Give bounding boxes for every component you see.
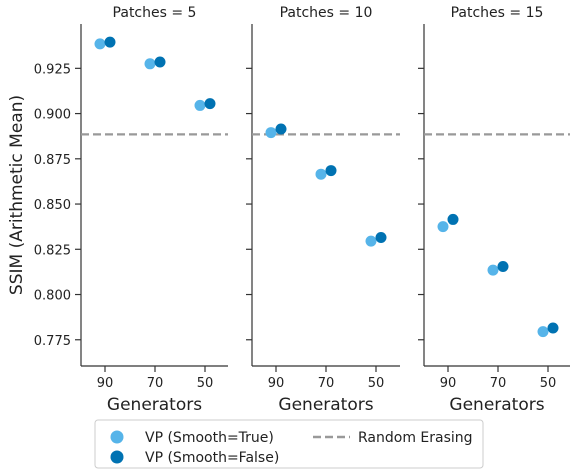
x-tick-label: 70 bbox=[318, 376, 335, 391]
point-smooth-false bbox=[275, 123, 287, 135]
point-smooth-true bbox=[265, 127, 277, 139]
y-tick-labels: 0.775 0.800 0.825 0.850 0.875 0.900 0.925 bbox=[34, 62, 71, 348]
legend-label: Random Erasing bbox=[358, 430, 473, 446]
point-smooth-false bbox=[447, 213, 459, 225]
x-tick-label: 70 bbox=[147, 376, 164, 391]
point-smooth-true bbox=[365, 235, 377, 247]
x-axis-label: Generators bbox=[449, 395, 544, 415]
x-axis-label: Generators bbox=[107, 395, 202, 415]
panel-marks: 90 70 50 bbox=[75, 24, 228, 391]
point-smooth-true bbox=[94, 38, 106, 50]
x-tick-label: 90 bbox=[268, 376, 285, 391]
y-tick-label: 0.900 bbox=[34, 108, 71, 123]
point-smooth-true bbox=[315, 168, 327, 180]
x-axis-label: Generators bbox=[278, 395, 373, 415]
y-tick-label: 0.775 bbox=[34, 334, 71, 349]
legend-marker-smooth-true bbox=[110, 430, 124, 444]
legend-label: VP (Smooth=False) bbox=[145, 450, 279, 466]
panel: Patches = 10 90 70 50 Generators bbox=[246, 5, 400, 415]
point-smooth-true bbox=[194, 99, 206, 111]
point-smooth-false bbox=[204, 98, 216, 110]
x-tick-label: 90 bbox=[97, 376, 114, 391]
panel-marks: 90 70 50 bbox=[246, 24, 400, 391]
point-smooth-true bbox=[144, 58, 156, 70]
legend-label: VP (Smooth=True) bbox=[145, 430, 274, 446]
point-smooth-false bbox=[497, 260, 509, 272]
legend: VP (Smooth=True) VP (Smooth=False) Rando… bbox=[94, 419, 484, 469]
panel-title: Patches = 10 bbox=[280, 5, 373, 21]
point-smooth-false bbox=[547, 322, 559, 334]
x-tick-label: 50 bbox=[540, 376, 557, 391]
y-tick-label: 0.925 bbox=[34, 62, 71, 77]
y-tick-label: 0.875 bbox=[34, 153, 71, 168]
y-tick-label: 0.825 bbox=[34, 243, 71, 258]
y-tick-label: 0.850 bbox=[34, 198, 71, 213]
panel-title: Patches = 15 bbox=[451, 5, 544, 21]
point-smooth-true bbox=[487, 264, 499, 276]
point-smooth-true bbox=[437, 221, 449, 233]
x-tick-label: 50 bbox=[368, 376, 385, 391]
point-smooth-false bbox=[375, 232, 387, 244]
point-smooth-false bbox=[325, 165, 337, 177]
y-axis-label: SSIM (Arithmetic Mean) bbox=[7, 95, 27, 295]
point-smooth-true bbox=[537, 326, 549, 338]
panel-marks: 90 70 50 bbox=[418, 24, 570, 391]
x-tick-label: 90 bbox=[440, 376, 457, 391]
x-tick-label: 70 bbox=[490, 376, 507, 391]
x-tick-label: 50 bbox=[197, 376, 214, 391]
y-tick-label: 0.800 bbox=[34, 289, 71, 304]
panel: Patches = 15 90 70 50 Generators bbox=[418, 5, 570, 415]
point-smooth-false bbox=[154, 56, 166, 68]
legend-frame bbox=[94, 419, 484, 469]
panel: Patches = 5 0.775 0.800 0.825 0.850 0.875 0.9… bbox=[34, 5, 228, 415]
point-smooth-false bbox=[104, 36, 116, 48]
legend-marker-smooth-false bbox=[110, 450, 124, 464]
panel-title: Patches = 5 bbox=[113, 5, 197, 21]
